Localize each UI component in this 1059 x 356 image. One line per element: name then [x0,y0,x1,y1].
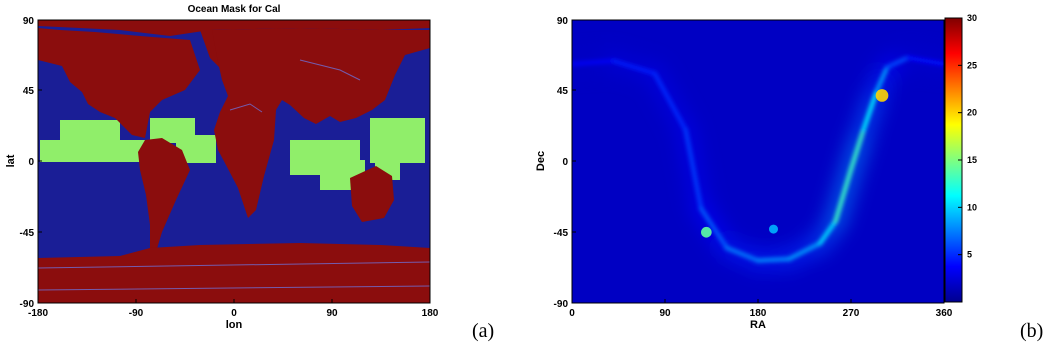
colorbar-tick-label: 20 [967,108,977,118]
y-tick-label: -45 [20,228,35,239]
band-segment [611,58,657,76]
band-segment [725,245,760,263]
land-masses [38,20,430,303]
y-tick-label: -90 [554,299,569,310]
land-eurasia-africa [212,28,430,218]
x-tick-label: -180 [28,308,48,319]
hotspot [769,224,778,234]
land-arctic [38,20,430,36]
x-axis-ticks: -180 -90 0 90 180 [28,299,439,319]
y-tick-label: 0 [562,157,568,168]
y-tick-label: 45 [557,86,569,97]
band-segment [818,219,838,246]
selected-ocean-regions [40,118,425,190]
colorbar-tick-label: 10 [967,202,977,212]
ocean-mask-chart: Ocean Mask for Cal [5,4,439,331]
band-segment [874,65,890,93]
land-south-america [138,138,190,252]
band-segment [787,241,822,261]
band-segment [833,167,853,224]
y-tick-label: -90 [20,299,35,310]
x-axis-label: RA [750,319,766,331]
band-segment [905,55,944,67]
panel-label-b: (b) [1020,320,1044,342]
y-axis-label: lat [5,154,17,167]
band-segment [683,128,704,211]
land-australia [350,166,394,222]
band-segment [885,55,910,70]
panel-label-a: (a) [472,320,495,342]
hotspot [875,89,889,102]
colorbar-ticks: 30 25 20 15 10 5 [958,13,977,260]
y-axis-ticks: 90 45 0 -45 -90 [554,16,576,310]
y-tick-label: 90 [557,16,569,27]
colorbar-tick-label: 30 [967,13,977,23]
colorbar-tick-label: 25 [967,60,977,70]
x-tick-label: 180 [422,308,439,319]
x-tick-label: 180 [750,308,767,319]
x-tick-label: -90 [129,308,144,319]
land-north-america [38,28,200,138]
x-tick-label: 0 [231,308,237,319]
x-tick-label: 360 [936,308,953,319]
band-segment [572,58,616,67]
band-segment [849,128,866,172]
colorbar-tick-label: 5 [967,250,972,260]
band-segment [756,256,791,263]
band-segment [699,206,729,250]
colorbar-tick-label: 15 [967,155,977,165]
x-axis-ticks: 0 90 180 270 360 [569,299,953,319]
galactic-band [572,55,944,263]
x-tick-label: 90 [326,308,338,319]
y-tick-label: 90 [23,16,35,27]
chart-title: Ocean Mask for Cal [188,4,281,15]
sky-heatmap-chart: 90 45 0 -45 -90 0 90 180 270 360 RA Dec … [535,13,977,331]
y-tick-label: 45 [23,86,35,97]
band-segment [652,71,688,133]
band-segment [861,88,879,133]
x-tick-label: 0 [569,308,575,319]
hotspots [701,89,889,238]
hotspot [701,226,712,238]
map-layer [38,20,430,303]
coastlines [38,59,430,291]
land-antarctica [38,243,430,303]
y-axis-label: Dec [535,151,547,171]
y-tick-label: 0 [28,157,34,168]
x-tick-label: 270 [843,308,860,319]
x-axis-label: lon [226,319,243,331]
x-tick-label: 90 [659,308,671,319]
y-tick-label: -45 [554,228,569,239]
y-axis-ticks: 90 45 0 -45 -90 [20,16,42,310]
